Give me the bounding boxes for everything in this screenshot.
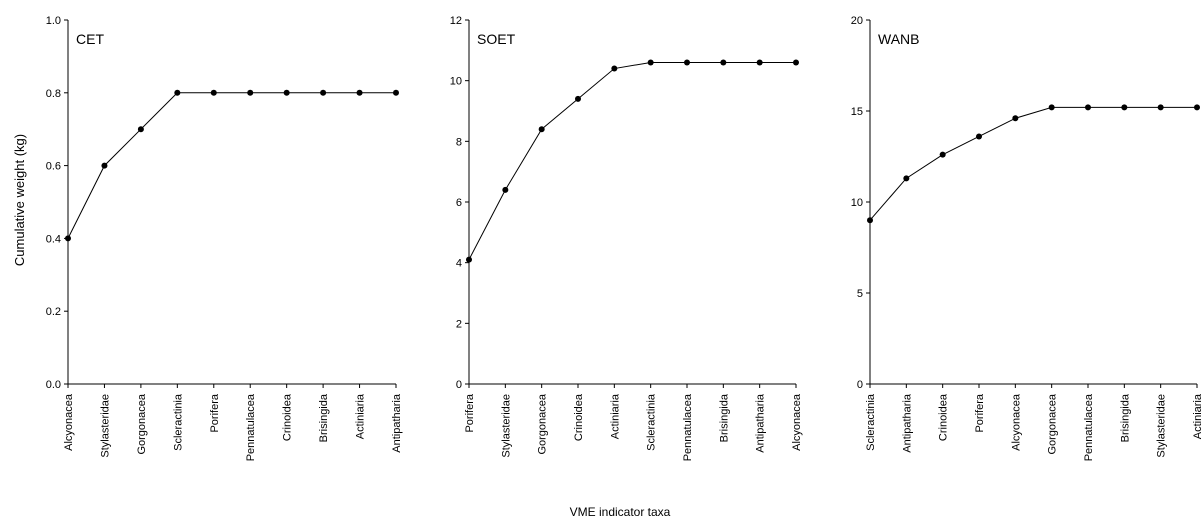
x-tick-label: Gorgonacea xyxy=(136,393,148,454)
x-tick-label: Brisingida xyxy=(1119,393,1131,442)
data-point xyxy=(647,59,654,66)
data-point xyxy=(320,89,327,96)
y-tick-label: 2 xyxy=(456,318,462,330)
data-point xyxy=(1012,115,1019,122)
x-tick-label: Gorgonacea xyxy=(1047,393,1059,454)
data-point xyxy=(502,186,509,193)
x-tick-label: Scleractinia xyxy=(172,393,184,451)
data-point xyxy=(1121,104,1128,111)
y-tick-label: 0.6 xyxy=(46,161,61,173)
x-tick-label: Stylasteridae xyxy=(500,394,512,458)
x-tick-label: Stylasteridae xyxy=(99,394,111,458)
series-line xyxy=(468,61,796,260)
data-point xyxy=(466,256,472,263)
data-point xyxy=(611,65,618,72)
data-point xyxy=(1085,104,1091,111)
x-axis-label: VME indicator taxa xyxy=(570,505,671,519)
y-tick-label: 15 xyxy=(851,106,863,118)
x-tick-label: Actiniaria xyxy=(609,393,621,439)
data-point xyxy=(867,217,873,224)
x-tick-label: Brisingida xyxy=(318,393,330,442)
data-point xyxy=(356,89,363,96)
data-point xyxy=(210,89,217,96)
x-tick-label: Pennatulacea xyxy=(245,393,257,461)
data-point xyxy=(538,126,545,133)
y-tick-label: 0.0 xyxy=(46,379,61,391)
x-tick-label: Scleractinia xyxy=(865,393,877,451)
x-tick-label: Pennatulacea xyxy=(682,393,694,461)
x-tick-label: Alcyonacea xyxy=(791,393,803,451)
x-tick-label: Stylasteridae xyxy=(1156,394,1168,458)
chart-panel-soet: 0 2 4 6 8 10 12 Porifera Stylasteridae Gorgonacea… xyxy=(450,15,803,461)
data-point xyxy=(976,133,982,140)
chart-panel-cet: 0.0 0.2 0.4 0.6 0.8 1.0 Alcyonacea Stylasterida… xyxy=(46,15,403,461)
panel-title: CET xyxy=(76,31,104,47)
data-point xyxy=(903,175,910,182)
data-point xyxy=(283,89,290,96)
y-axis-label: Cumulative weight (kg) xyxy=(12,134,27,266)
y-tick-label: 6 xyxy=(456,197,462,209)
x-tick-label: Alcyonacea xyxy=(63,393,75,451)
data-point xyxy=(575,95,581,102)
y-tick-label: 1.0 xyxy=(46,15,61,27)
data-point xyxy=(1048,104,1055,111)
x-tick-label: Crinoidea xyxy=(282,393,294,441)
x-tick-label: Gorgonacea xyxy=(537,393,549,454)
x-tick-label: Pennatulacea xyxy=(1083,393,1095,461)
data-point xyxy=(1194,104,1200,111)
x-tick-label: Crinoidea xyxy=(938,393,950,441)
data-point xyxy=(756,59,763,66)
y-tick-label: 4 xyxy=(456,258,462,270)
data-point xyxy=(174,89,181,96)
x-tick-label: Alcyonacea xyxy=(1010,393,1022,451)
panel-title: SOET xyxy=(477,31,516,47)
x-tick-label: Porifera xyxy=(974,393,986,432)
data-point xyxy=(1157,104,1164,111)
data-point xyxy=(137,126,144,133)
x-tick-label: Antipatharia xyxy=(755,393,767,453)
x-tick-label: Actiniaria xyxy=(1192,393,1201,439)
y-tick-label: 12 xyxy=(450,15,462,27)
x-tick-label: Antipatharia xyxy=(901,393,913,453)
data-point xyxy=(684,59,690,66)
y-tick-label: 0.8 xyxy=(46,88,61,100)
y-tick-label: 8 xyxy=(456,136,462,148)
series-line xyxy=(67,92,396,239)
data-point xyxy=(939,151,946,158)
panel-title: WANB xyxy=(878,31,919,47)
data-point xyxy=(393,89,399,96)
x-tick-label: Scleractinia xyxy=(646,393,658,451)
y-tick-label: 0.4 xyxy=(46,233,61,245)
data-point xyxy=(720,59,727,66)
x-tick-label: Antipatharia xyxy=(391,393,403,453)
x-tick-label: Porifera xyxy=(464,393,476,432)
y-tick-label: 10 xyxy=(851,197,863,209)
x-tick-label: Brisingida xyxy=(718,393,730,442)
y-tick-label: 0 xyxy=(456,379,462,391)
x-tick-label: Crinoidea xyxy=(573,393,585,441)
series-line xyxy=(869,106,1197,221)
y-tick-label: 5 xyxy=(857,288,863,300)
data-point xyxy=(65,235,71,242)
y-tick-label: 0.2 xyxy=(46,306,61,318)
x-tick-label: Actiniaria xyxy=(355,393,367,439)
data-point xyxy=(247,89,254,96)
y-tick-label: 20 xyxy=(851,15,863,27)
data-point xyxy=(101,162,108,169)
chart-panel-wanb: 0 5 10 15 20 Scleractinia Antipatharia Crinoide… xyxy=(851,15,1201,461)
y-tick-label: 10 xyxy=(450,76,462,88)
data-point xyxy=(793,59,799,66)
y-tick-label: 0 xyxy=(857,379,863,391)
x-tick-label: Porifera xyxy=(209,393,221,432)
